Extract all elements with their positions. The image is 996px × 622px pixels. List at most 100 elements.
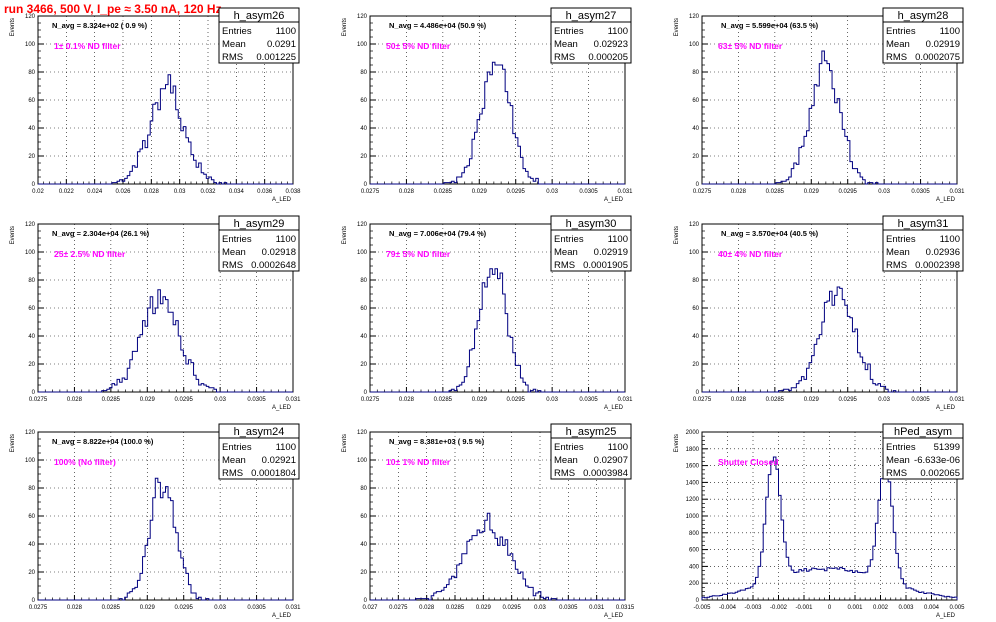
panel-h_asym28: 0.0275 0.028 0.0285 0.029 0.0295 0.03 0.0305 0.… (674, 7, 965, 203)
y-tick-label: 60 (360, 98, 367, 104)
x-tick-label: 0.032 (200, 189, 216, 195)
y-tick-label: 80 (360, 486, 367, 492)
stats-value: 1100 (276, 442, 296, 453)
x-tick-label: 0.029 (804, 189, 820, 195)
stats-title: h_asym24 (234, 426, 285, 438)
y-tick-label: 20 (360, 570, 367, 576)
y-tick-label: 1800 (686, 447, 700, 453)
stats-value: 0.02907 (594, 455, 628, 466)
x-tick-label: 0.0275 (361, 397, 380, 403)
x-tick-label: 0.0275 (29, 397, 48, 403)
x-axis-label: A_LED (272, 197, 292, 203)
x-tick-label: -0.005 (693, 605, 711, 611)
x-tick-label: 0.001 (847, 605, 863, 611)
x-tick-label: 0.031 (949, 397, 965, 403)
x-tick-label: 0.0295 (502, 605, 521, 611)
y-tick-label: 20 (692, 154, 699, 160)
y-tick-label: 60 (692, 306, 699, 312)
stats-box-h_asym26 (218, 7, 300, 64)
x-tick-label: 0.0315 (616, 605, 635, 611)
annotation-hPed_asym: Shutter Closed (718, 457, 778, 467)
x-tick-label: 0.028 (399, 189, 415, 195)
stats-box-h_asym31 (882, 215, 964, 272)
x-tick-label: 0.03 (546, 189, 558, 195)
header-h_asym27: N_avg = 4.486e+04 (50.9 %) (389, 21, 487, 30)
y-tick-label: 80 (360, 70, 367, 76)
x-tick-label: 0.031 (617, 189, 633, 195)
annotation-h_asym28: 63± 5% ND filter (718, 41, 783, 51)
x-tick-label: 0.0275 (693, 189, 712, 195)
x-tick-label: 0.005 (949, 605, 965, 611)
x-tick-label: 0.0275 (389, 605, 408, 611)
x-tick-label: 0.034 (229, 189, 245, 195)
x-tick-label: 0.024 (87, 189, 103, 195)
x-tick-label: 0.02 (32, 189, 44, 195)
y-tick-label: 60 (360, 514, 367, 520)
y-tick-label: 800 (689, 531, 700, 537)
x-tick-label: 0.0305 (559, 605, 578, 611)
y-tick-label: 0 (32, 598, 36, 604)
y-tick-label: 40 (28, 334, 35, 340)
x-tick-label: 0.029 (140, 397, 156, 403)
x-tick-label: 0.0305 (911, 397, 930, 403)
x-tick-label: 0.0295 (839, 189, 858, 195)
annotation-h_asym27: 50± 5% ND filter (386, 41, 451, 51)
stats-value: 0.02919 (594, 247, 628, 258)
stats-title: hPed_asym (894, 426, 952, 438)
stats-label: Entries (886, 26, 916, 37)
stats-label: Mean (886, 39, 910, 50)
stats-label: RMS (222, 260, 243, 271)
stats-label: Mean (554, 455, 578, 466)
x-tick-label: 0.0285 (766, 397, 785, 403)
header-h_asym30: N_avg = 7.006e+04 (79.4 %) (389, 229, 487, 238)
stats-value: 0.02923 (594, 39, 628, 50)
y-tick-label: 100 (689, 250, 700, 256)
stats-box-h_asym25 (550, 423, 632, 480)
x-tick-label: 0.004 (924, 605, 940, 611)
y-tick-label: 60 (692, 98, 699, 104)
x-tick-label: 0.028 (144, 189, 160, 195)
annotation-h_asym25: 10± 1% ND filter (386, 457, 451, 467)
y-tick-label: 80 (692, 70, 699, 76)
stats-value: 0.001225 (256, 52, 296, 63)
stats-label: Entries (554, 442, 584, 453)
y-tick-label: 60 (360, 306, 367, 312)
y-tick-label: 0 (696, 598, 700, 604)
y-tick-label: 40 (692, 126, 699, 132)
y-axis-label: Events (342, 226, 348, 244)
stats-title: h_asym25 (566, 426, 617, 438)
y-tick-label: 40 (28, 126, 35, 132)
x-tick-label: 0.0285 (102, 397, 121, 403)
header-h_asym28: N_avg = 5.599e+04 (63.5 %) (721, 21, 819, 30)
x-tick-label: 0.029 (472, 189, 488, 195)
stats-label: Mean (554, 247, 578, 258)
y-tick-label: 0 (364, 182, 368, 188)
header-h_asym24: N_avg = 8.822e+04 (100.0 %) (52, 437, 154, 446)
x-tick-label: 0.0295 (507, 397, 526, 403)
annotation-h_asym30: 79± 5% ND filter (386, 249, 451, 259)
y-tick-label: 40 (360, 126, 367, 132)
stats-label: RMS (886, 52, 907, 63)
histogram-series-h_asym26 (38, 74, 293, 185)
x-tick-label: 0.0305 (579, 397, 598, 403)
x-tick-label: 0.002 (873, 605, 889, 611)
stats-label: RMS (554, 260, 575, 271)
x-tick-label: 0.028 (399, 397, 415, 403)
y-tick-label: 100 (25, 458, 36, 464)
stats-label: Entries (886, 234, 916, 245)
stats-value: 1100 (940, 234, 960, 245)
x-tick-label: 0.0285 (766, 189, 785, 195)
stats-value: -6.633e-06 (914, 455, 960, 466)
x-tick-label: 0.0285 (434, 397, 453, 403)
y-tick-label: 100 (689, 42, 700, 48)
stats-value: 1100 (608, 26, 628, 37)
stats-value: 0.000205 (588, 52, 628, 63)
stats-value: 0.0002648 (251, 260, 296, 271)
x-tick-label: 0.038 (285, 189, 301, 195)
stats-label: RMS (554, 468, 575, 479)
y-tick-label: 80 (28, 70, 35, 76)
y-tick-label: 60 (28, 98, 35, 104)
annotation-h_asym31: 40± 4% ND filter (718, 249, 783, 259)
y-axis-label: Events (674, 18, 680, 36)
stats-value: 0.02921 (262, 455, 296, 466)
